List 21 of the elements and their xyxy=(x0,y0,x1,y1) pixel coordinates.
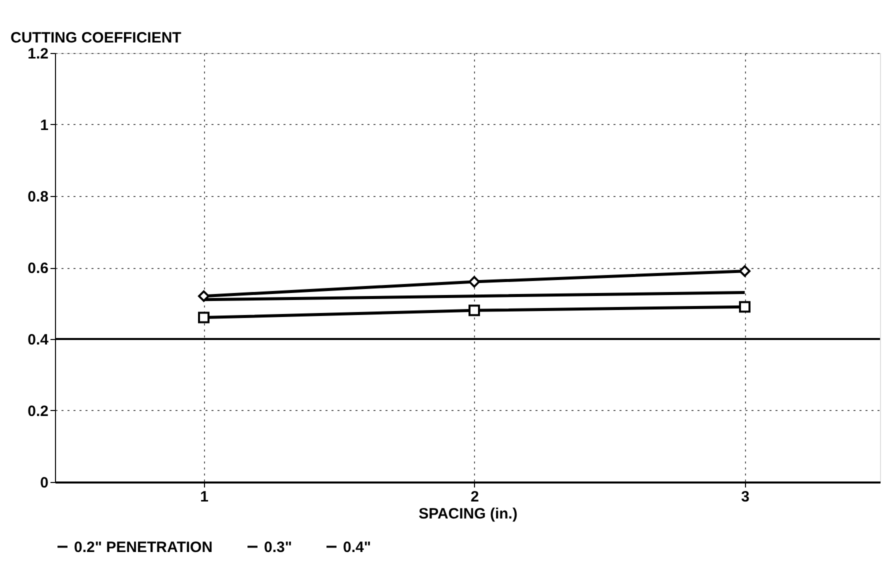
point xyxy=(198,312,210,324)
y-tick-label: 0.2 xyxy=(28,403,48,420)
point xyxy=(468,276,480,288)
y-tick-label: 0 xyxy=(40,474,48,492)
point xyxy=(739,301,750,313)
legend-label: 0.2" PENETRATION xyxy=(74,538,213,556)
y-tick-label: 0.8 xyxy=(28,188,48,206)
x-axis-title: SPACING (in.) xyxy=(418,506,518,522)
y-tick-label: 1 xyxy=(40,117,48,134)
x-tick-label: 1 xyxy=(200,488,208,506)
legend-label: 0.3" xyxy=(264,538,292,556)
point xyxy=(739,265,750,277)
legend-label: 0.4" xyxy=(343,538,371,556)
x-tick-label: 3 xyxy=(741,488,750,506)
y-tick-label: 0.4 xyxy=(28,332,50,348)
x-tick-label: 2 xyxy=(470,488,479,506)
point xyxy=(468,304,480,316)
y-tick-label: 1.2 xyxy=(28,46,48,62)
y-tick-label: 0.6 xyxy=(28,260,48,277)
point xyxy=(198,290,210,302)
y-axis-title: CUTTING COEFFICIENT xyxy=(10,30,182,46)
